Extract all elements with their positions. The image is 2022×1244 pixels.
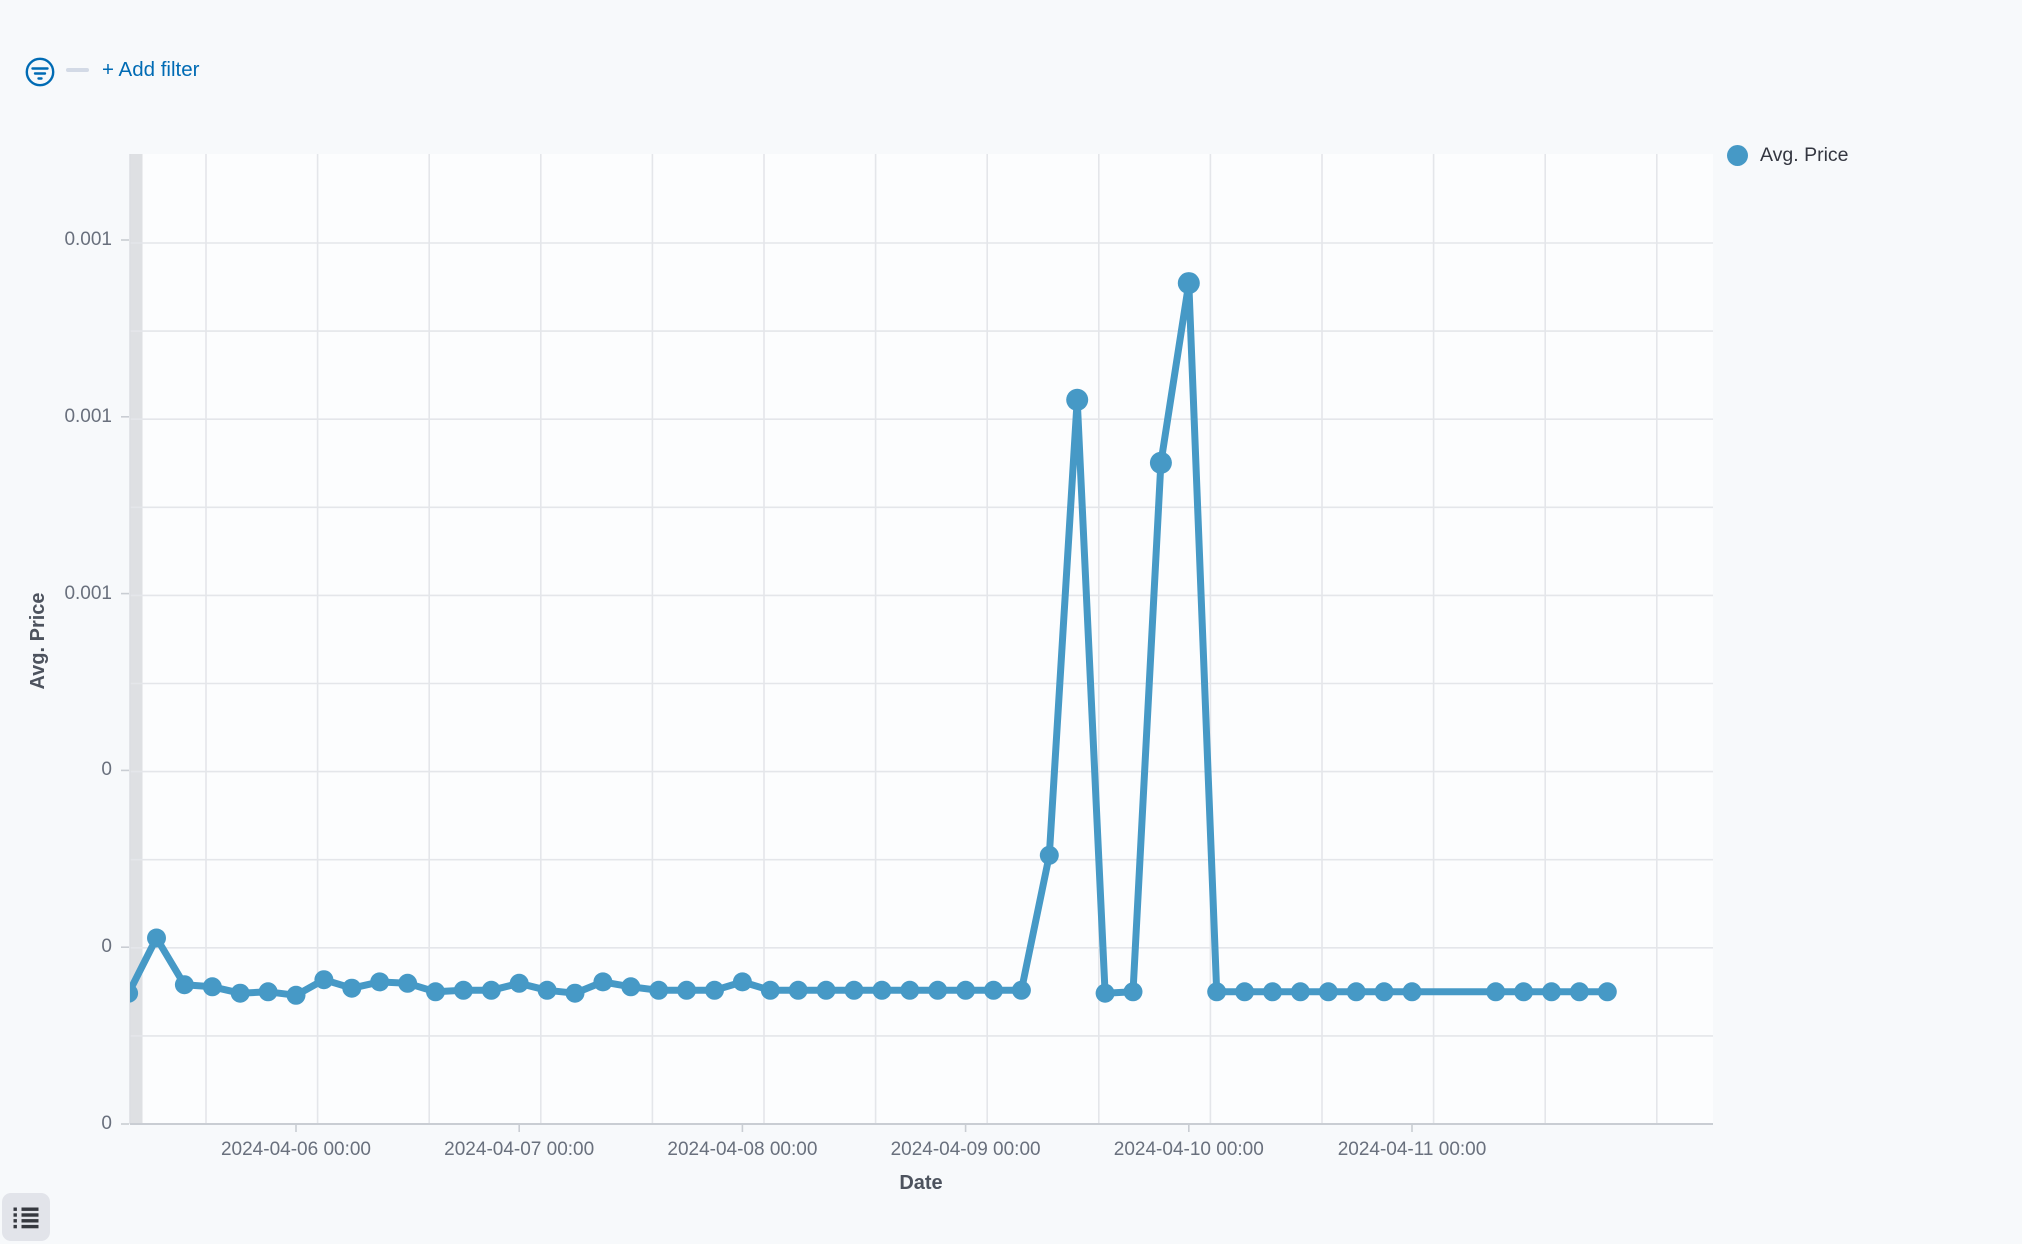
y-tick-label: 0: [101, 1113, 112, 1134]
series-points: [130, 272, 1617, 1005]
legend-series-label: Avg. Price: [1760, 144, 1849, 166]
filter-bar: + Add filter: [0, 0, 2022, 87]
y-tick-label: 0.001: [64, 405, 112, 427]
y-axis-title: Avg. Price: [27, 592, 49, 690]
add-filter-link[interactable]: + Add filter: [102, 58, 200, 81]
plot-area[interactable]: [130, 154, 1713, 1124]
y-tick-label: 0.001: [64, 582, 112, 604]
series-avg-price: [130, 272, 1617, 1005]
legend-toggle-button[interactable]: [2, 1193, 50, 1241]
y-tick-label: 0: [101, 759, 112, 781]
list-icon: [13, 1207, 39, 1229]
x-tick-label: 2024-04-09 00:00: [890, 1139, 1041, 1160]
filter-divider-dash: [66, 68, 89, 72]
gridlines: [130, 154, 1713, 1124]
x-tick-label: 2024-04-10 00:00: [1113, 1139, 1264, 1160]
legend-series-dot: [1727, 145, 1748, 166]
x-tick-label: 2024-04-08 00:00: [667, 1139, 818, 1160]
x-tick-label: 2024-04-06 00:00: [220, 1139, 371, 1160]
legend-item[interactable]: Avg. Price: [1727, 144, 1849, 167]
x-axis-title: Date: [899, 1172, 943, 1194]
y-tick-label: 0: [101, 936, 112, 958]
filter-icon[interactable]: [24, 56, 56, 88]
x-tick-label: 2024-04-11 00:00: [1337, 1139, 1487, 1160]
y-tick-label: 0.001: [64, 229, 112, 250]
x-tick-label: 2024-04-07 00:00: [444, 1139, 595, 1160]
axis-ticks: [121, 239, 1413, 1132]
partial-bucket-band: [129, 154, 143, 1124]
